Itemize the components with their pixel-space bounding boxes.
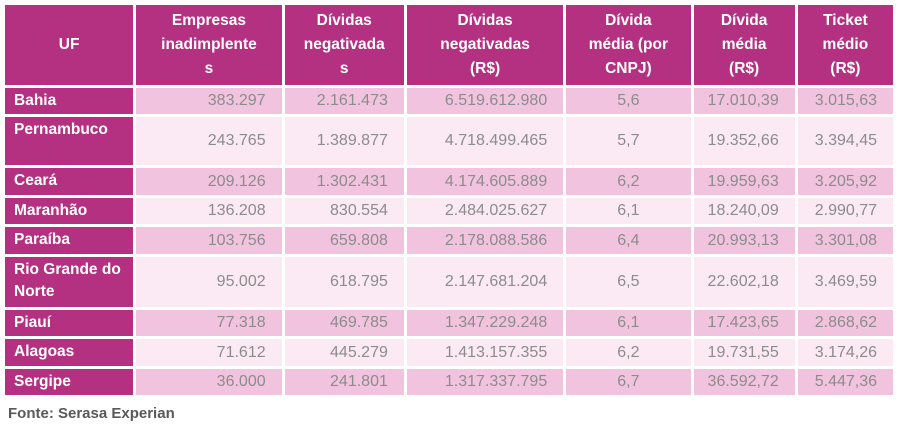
table-row-pernambuco: Pernambuco 243.765 1.389.877 4.718.499.4… xyxy=(5,117,893,166)
table-row-piaui: Piauí 77.318 469.785 1.347.229.248 6,1 1… xyxy=(5,309,893,337)
cell-value: 445.279 xyxy=(284,339,404,366)
table-row-bahia: Bahia 383.297 2.161.473 6.519.612.980 5,… xyxy=(5,88,893,115)
header-row: UF Empresas inadimplente s Dívidas negat… xyxy=(5,5,893,85)
row-label: Paraíba xyxy=(5,227,134,254)
cell-value: 71.612 xyxy=(136,339,282,366)
cell-value: 6,5 xyxy=(566,256,691,307)
cell-value: 36.000 xyxy=(136,368,282,396)
column-header-dividas-negativadas: Dívidas negativada s xyxy=(284,5,404,85)
cell-value: 4.718.499.465 xyxy=(406,117,564,166)
row-label: Alagoas xyxy=(5,339,134,366)
cell-value: 6,1 xyxy=(566,309,691,337)
cell-value: 3.394,45 xyxy=(797,117,893,166)
table-container: UF Empresas inadimplente s Dívidas negat… xyxy=(2,2,896,398)
cell-value: 659.808 xyxy=(284,227,404,254)
cell-value: 4.174.605.889 xyxy=(406,168,564,195)
row-label: Bahia xyxy=(5,88,134,115)
cell-value: 36.592,72 xyxy=(693,368,795,396)
cell-value: 2.868,62 xyxy=(797,309,893,337)
cell-value: 6,7 xyxy=(566,368,691,396)
cell-value: 19.959,63 xyxy=(693,168,795,195)
cell-value: 2.484.025.627 xyxy=(406,197,564,225)
table-row-maranhao: Maranhão 136.208 830.554 2.484.025.627 6… xyxy=(5,197,893,225)
row-label: Pernambuco xyxy=(5,117,134,166)
row-label: Ceará xyxy=(5,168,134,195)
cell-value: 20.993,13 xyxy=(693,227,795,254)
cell-value: 2.178.088.586 xyxy=(406,227,564,254)
table-row-alagoas: Alagoas 71.612 445.279 1.413.157.355 6,2… xyxy=(5,339,893,366)
column-header-ticket-medio-rs: Ticket médio (R$) xyxy=(797,5,893,85)
cell-value: 17.423,65 xyxy=(693,309,795,337)
row-label: Sergipe xyxy=(5,368,134,396)
cell-value: 95.002 xyxy=(136,256,282,307)
row-label: Rio Grande do Norte xyxy=(5,256,134,307)
column-header-empresas-inadimplentes: Empresas inadimplente s xyxy=(136,5,282,85)
cell-value: 6,2 xyxy=(566,339,691,366)
cell-value: 19.352,66 xyxy=(693,117,795,166)
column-header-divida-media-cnpj: Dívida média (por CNPJ) xyxy=(566,5,691,85)
cell-value: 1.302.431 xyxy=(284,168,404,195)
column-header-uf: UF xyxy=(5,5,134,85)
cell-value: 209.126 xyxy=(136,168,282,195)
cell-value: 136.208 xyxy=(136,197,282,225)
cell-value: 19.731,55 xyxy=(693,339,795,366)
cell-value: 1.317.337.795 xyxy=(406,368,564,396)
cell-value: 2.990,77 xyxy=(797,197,893,225)
cell-value: 1.347.229.248 xyxy=(406,309,564,337)
cell-value: 3.469,59 xyxy=(797,256,893,307)
cell-value: 469.785 xyxy=(284,309,404,337)
cell-value: 618.795 xyxy=(284,256,404,307)
cell-value: 1.389.877 xyxy=(284,117,404,166)
cell-value: 18.240,09 xyxy=(693,197,795,225)
cell-value: 103.756 xyxy=(136,227,282,254)
cell-value: 6,1 xyxy=(566,197,691,225)
column-header-divida-media-rs: Dívida média (R$) xyxy=(693,5,795,85)
cell-value: 830.554 xyxy=(284,197,404,225)
cell-value: 241.801 xyxy=(284,368,404,396)
row-label: Maranhão xyxy=(5,197,134,225)
cell-value: 6,4 xyxy=(566,227,691,254)
table-row-sergipe: Sergipe 36.000 241.801 1.317.337.795 6,7… xyxy=(5,368,893,396)
cell-value: 17.010,39 xyxy=(693,88,795,115)
cell-value: 1.413.157.355 xyxy=(406,339,564,366)
cell-value: 3.015,63 xyxy=(797,88,893,115)
cell-value: 6,2 xyxy=(566,168,691,195)
cell-value: 2.161.473 xyxy=(284,88,404,115)
cell-value: 3.174,26 xyxy=(797,339,893,366)
cell-value: 5,6 xyxy=(566,88,691,115)
cell-value: 2.147.681.204 xyxy=(406,256,564,307)
cell-value: 3.205,92 xyxy=(797,168,893,195)
row-label: Piauí xyxy=(5,309,134,337)
cell-value: 22.602,18 xyxy=(693,256,795,307)
cell-value: 77.318 xyxy=(136,309,282,337)
cell-value: 5,7 xyxy=(566,117,691,166)
source-note: Fonte: Serasa Experian xyxy=(8,405,175,423)
column-header-dividas-negativadas-rs: Dívidas negativadas (R$) xyxy=(406,5,564,85)
cell-value: 243.765 xyxy=(136,117,282,166)
table-row-ceara: Ceará 209.126 1.302.431 4.174.605.889 6,… xyxy=(5,168,893,195)
cell-value: 6.519.612.980 xyxy=(406,88,564,115)
table-row-rio-grande-do-norte: Rio Grande do Norte 95.002 618.795 2.147… xyxy=(5,256,893,307)
debt-by-state-table: UF Empresas inadimplente s Dívidas negat… xyxy=(2,2,896,398)
cell-value: 3.301,08 xyxy=(797,227,893,254)
cell-value: 383.297 xyxy=(136,88,282,115)
cell-value: 5.447,36 xyxy=(797,368,893,396)
table-row-paraiba: Paraíba 103.756 659.808 2.178.088.586 6,… xyxy=(5,227,893,254)
